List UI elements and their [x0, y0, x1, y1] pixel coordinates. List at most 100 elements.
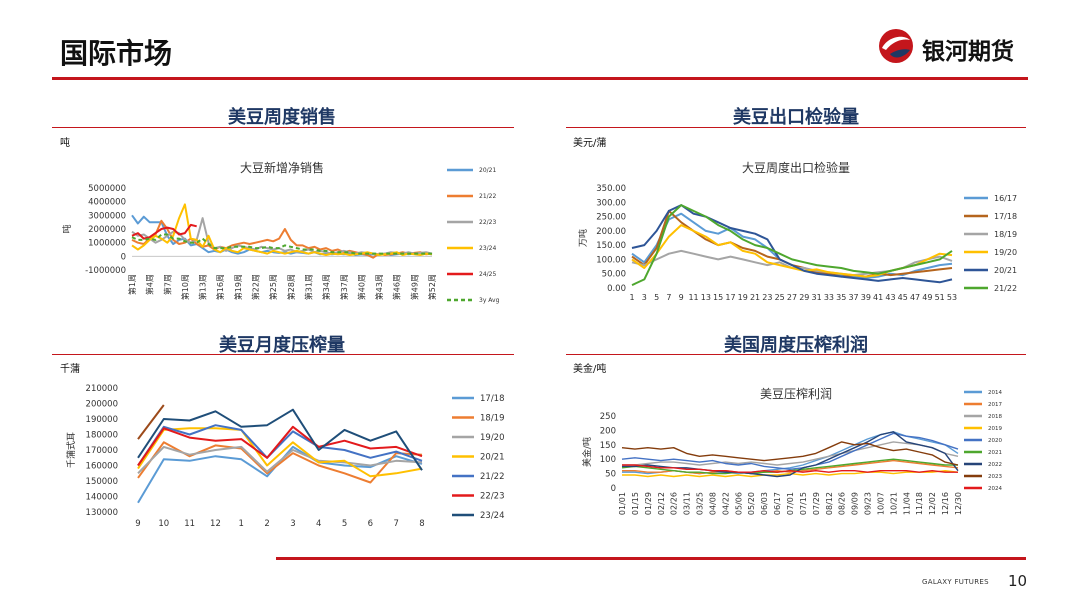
legend-label: 2024: [988, 486, 1002, 492]
y-tick-label: 250: [600, 412, 616, 422]
page-title: 国际市场: [60, 37, 173, 70]
legend-label: 2018: [988, 414, 1002, 420]
x-tick-label: 47: [910, 293, 920, 302]
x-tick-label: 01/01: [618, 492, 627, 515]
section-title-crush-margin: 美国周度压榨利润: [724, 335, 868, 356]
section-divider: [566, 127, 1026, 128]
legend-label: 21/22: [480, 472, 505, 482]
y-tick-label: -1000000: [85, 266, 126, 276]
series-line-23-24: [137, 408, 423, 471]
x-tick-label: 12/16: [941, 492, 950, 515]
legend-label: 20/21: [480, 452, 505, 462]
series-line-24-25: [131, 223, 197, 240]
legend-label: 21/22: [479, 193, 496, 200]
x-tick-label: 45: [898, 293, 908, 302]
x-tick-label: 04/22: [721, 492, 730, 515]
x-tick-label: 51: [935, 293, 945, 302]
y-tick-label: 140000: [86, 493, 118, 503]
x-tick-label: 08/26: [838, 492, 847, 515]
section-title-weekly-sales: 美豆周度销售: [228, 107, 336, 128]
x-tick-label: 第22周: [251, 274, 261, 300]
x-tick-label: 第40周: [356, 274, 366, 300]
section-title-monthly-crush: 美豆月度压榨量: [219, 335, 345, 356]
x-tick-label: 35: [836, 293, 846, 302]
y-tick-label: 5000000: [88, 184, 126, 194]
x-tick-label: 第25周: [268, 274, 278, 300]
x-tick-label: 09/09: [851, 492, 860, 515]
y-tick-label: 0: [121, 252, 126, 262]
legend-label: 2014: [988, 390, 1002, 396]
x-tick-label: 第52周: [427, 274, 437, 300]
legend-label: 18/19: [994, 230, 1017, 239]
x-tick-label: 15: [713, 293, 723, 302]
x-tick-label: 01/29: [644, 492, 653, 515]
y-tick-label: 150.00: [596, 241, 626, 251]
y-tick-label: 200.00: [596, 227, 626, 237]
x-tick-label: 07/01: [786, 492, 795, 515]
legend-label: 2017: [988, 402, 1002, 408]
galaxy-logo-icon: [879, 29, 913, 63]
x-tick-label: 13: [701, 293, 711, 302]
x-tick-label: 9: [679, 293, 684, 302]
series-line-18-19: [631, 249, 953, 277]
legend-label: 2022: [988, 462, 1002, 468]
x-tick-label: 7: [393, 519, 398, 529]
section-title-export-inspection: 美豆出口检验量: [733, 107, 859, 128]
x-tick-label: 6: [368, 519, 373, 529]
legend-label: 22/23: [479, 219, 496, 226]
x-tick-label: 第37周: [339, 274, 349, 300]
x-tick-label: 33: [824, 293, 834, 302]
x-tick-label: 11: [688, 293, 698, 302]
legend-label: 19/20: [994, 248, 1017, 257]
chart-weekly-export-inspection: 大豆周度出口检验量万吨350.00300.00250.00200.00150.0…: [577, 160, 1017, 302]
footer-divider: [276, 557, 1026, 560]
unit-label: 吨: [60, 138, 70, 149]
x-tick-label: 10: [158, 519, 169, 529]
x-tick-label: 19: [738, 293, 748, 302]
x-tick-label: 25: [775, 293, 785, 302]
brand-name: 银河期货: [922, 39, 1014, 65]
y-tick-label: 50.00: [602, 270, 626, 280]
x-tick-label: 02/26: [670, 492, 679, 515]
legend-label: 2020: [988, 438, 1002, 444]
series-line-23-24: [131, 203, 433, 256]
x-tick-label: 4: [316, 519, 321, 529]
legend-label: 3y Avg: [479, 297, 500, 304]
series-line-2019: [622, 469, 959, 478]
unit-label: 美金/吨: [573, 364, 607, 375]
header-divider: [52, 77, 1028, 80]
x-tick-label: 53: [947, 293, 957, 302]
y-tick-label: 2000000: [88, 225, 126, 235]
x-tick-label: 43: [885, 293, 895, 302]
x-tick-label: 2: [264, 519, 269, 529]
unit-label: 千蒲: [60, 364, 80, 375]
y-tick-label: 150000: [86, 477, 118, 487]
x-tick-label: 第34周: [321, 274, 331, 300]
legend-label: 24/25: [479, 271, 496, 278]
legend-label: 2023: [988, 474, 1002, 480]
y-tick-label: 130000: [86, 508, 118, 518]
x-tick-label: 第4周: [145, 274, 155, 295]
x-tick-label: 10/07: [876, 492, 885, 515]
x-tick-label: 03/11: [683, 492, 692, 515]
x-tick-label: 03/25: [696, 492, 705, 515]
x-tick-label: 3: [642, 293, 647, 302]
legend-label: 2021: [988, 450, 1002, 456]
y-tick-label: 50: [605, 470, 616, 480]
series-line-20-21: [137, 427, 423, 478]
y-axis-label: 万吨: [577, 229, 589, 247]
series-line-2024: [622, 464, 958, 473]
series-line-3y-Avg: [131, 233, 432, 255]
legend-label: 21/22: [994, 284, 1017, 293]
y-axis-label: 美金/吨: [581, 437, 593, 467]
y-tick-label: 100.00: [596, 255, 626, 265]
x-tick-label: 第7周: [162, 274, 172, 295]
x-tick-label: 9: [135, 519, 140, 529]
y-tick-label: 170000: [86, 446, 118, 456]
series-line-2023: [621, 441, 959, 466]
series-line-21-22: [631, 204, 953, 287]
x-tick-label: 07/15: [799, 492, 808, 515]
legend-label: 23/24: [480, 511, 505, 521]
y-tick-label: 250.00: [596, 213, 626, 223]
